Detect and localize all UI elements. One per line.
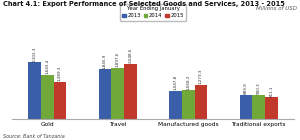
- Bar: [240, 95, 252, 119]
- Text: 2,102.3: 2,102.3: [33, 46, 37, 62]
- Bar: [54, 81, 66, 119]
- Text: 1,389.3: 1,389.3: [58, 66, 62, 81]
- Bar: [124, 64, 137, 119]
- Text: 1,897.6: 1,897.6: [116, 52, 120, 67]
- Text: 1,643.4: 1,643.4: [45, 59, 49, 74]
- Text: Source: Bank of Tanzania: Source: Bank of Tanzania: [3, 134, 65, 139]
- Text: Chart 4.1: Export Performance of Selected Goods and Services, 2013 - 2015: Chart 4.1: Export Performance of Selecte…: [3, 1, 285, 7]
- Text: Millions of USD: Millions of USD: [256, 6, 297, 11]
- Text: 2,048.6: 2,048.6: [128, 48, 132, 63]
- Text: 811.1: 811.1: [269, 85, 273, 97]
- Bar: [41, 75, 54, 119]
- Legend: 2013, 2014, 2015: 2013, 2014, 2015: [120, 4, 186, 21]
- Text: 1,273.3: 1,273.3: [199, 69, 203, 84]
- Bar: [99, 69, 111, 119]
- Text: 1,068.2: 1,068.2: [186, 74, 190, 90]
- Bar: [111, 68, 124, 119]
- Text: 1,047.8: 1,047.8: [174, 75, 178, 90]
- Text: 889.9: 889.9: [244, 83, 248, 94]
- Bar: [169, 91, 182, 119]
- Bar: [252, 95, 265, 119]
- Text: 900.3: 900.3: [257, 82, 261, 94]
- Bar: [265, 97, 278, 119]
- Text: 1,845.9: 1,845.9: [103, 53, 107, 69]
- Bar: [28, 62, 41, 119]
- Bar: [195, 85, 207, 119]
- Bar: [182, 90, 195, 119]
